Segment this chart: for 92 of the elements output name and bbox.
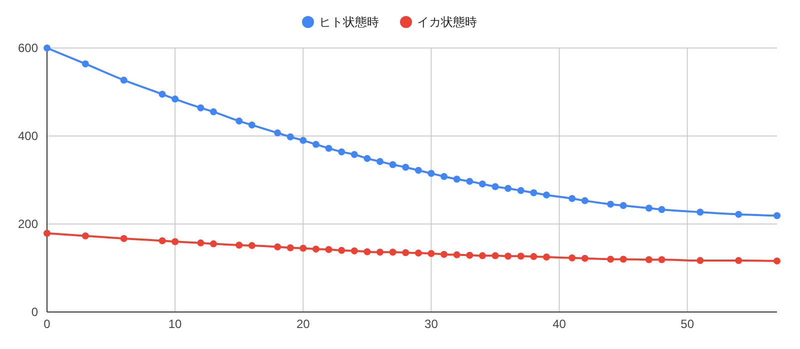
point <box>478 180 486 188</box>
point <box>350 150 358 158</box>
point <box>172 96 179 103</box>
point <box>658 206 666 213</box>
x-tick-label: 20 <box>296 317 310 331</box>
y-tick-label: 0 <box>31 305 38 320</box>
point <box>210 240 217 248</box>
point <box>542 254 550 260</box>
x-tick-label: 40 <box>552 317 566 331</box>
point <box>172 238 179 246</box>
point <box>517 187 524 194</box>
point <box>286 133 294 140</box>
point <box>389 248 396 256</box>
y-tick-label: 600 <box>18 41 38 56</box>
point <box>414 250 422 257</box>
x-tick-label: 0 <box>44 317 51 331</box>
point <box>568 254 576 262</box>
point <box>774 212 780 220</box>
point <box>530 189 538 196</box>
point <box>376 248 384 256</box>
point <box>607 200 614 208</box>
point <box>274 129 282 136</box>
point <box>338 246 346 254</box>
point <box>158 90 166 98</box>
point <box>248 122 256 128</box>
point <box>44 230 50 237</box>
point <box>530 253 538 260</box>
point <box>120 76 128 84</box>
point <box>402 164 410 171</box>
y-tick-label: 400 <box>18 129 38 144</box>
point <box>197 239 204 246</box>
point <box>312 246 320 253</box>
point <box>82 232 89 240</box>
point <box>645 204 652 212</box>
point <box>402 249 410 256</box>
point <box>620 256 627 263</box>
legend-label: ヒト状態時 <box>319 15 379 30</box>
point <box>607 256 614 263</box>
point <box>338 148 346 156</box>
point <box>517 252 524 260</box>
point <box>120 235 128 242</box>
point <box>620 202 627 210</box>
point <box>364 248 371 256</box>
point <box>466 178 474 185</box>
point <box>645 256 652 264</box>
point <box>568 194 576 202</box>
point <box>236 242 243 249</box>
point <box>428 170 435 177</box>
point <box>492 183 499 190</box>
point <box>492 252 499 260</box>
point <box>696 208 704 216</box>
point <box>300 244 307 252</box>
point <box>210 108 217 116</box>
point <box>414 166 422 174</box>
point <box>364 154 371 162</box>
point <box>581 254 588 262</box>
point <box>735 257 742 264</box>
x-tick-label: 10 <box>168 317 182 331</box>
point <box>440 250 448 258</box>
point <box>325 246 332 254</box>
point <box>82 60 89 68</box>
point <box>658 256 666 264</box>
point <box>504 184 512 192</box>
point <box>350 247 358 254</box>
point <box>236 118 243 125</box>
point <box>158 237 166 244</box>
point <box>248 242 256 250</box>
point <box>325 144 332 152</box>
x-tick-label: 30 <box>424 317 438 331</box>
point <box>312 140 320 148</box>
point <box>274 243 282 250</box>
point <box>286 244 294 252</box>
point <box>504 252 512 260</box>
point <box>197 104 204 112</box>
point <box>300 136 307 144</box>
point <box>44 44 50 52</box>
legend-label: イカ状態時 <box>417 15 477 30</box>
point <box>376 158 384 166</box>
point <box>466 252 474 259</box>
point <box>735 210 742 218</box>
point <box>453 176 460 183</box>
point <box>696 257 704 264</box>
point <box>581 197 588 204</box>
point <box>478 252 486 260</box>
y-tick-label: 200 <box>18 217 38 232</box>
point <box>542 191 550 198</box>
point <box>428 250 435 257</box>
point <box>440 172 448 180</box>
x-tick-label: 50 <box>680 317 694 331</box>
point <box>774 257 780 264</box>
point <box>453 251 460 258</box>
point <box>389 161 396 168</box>
